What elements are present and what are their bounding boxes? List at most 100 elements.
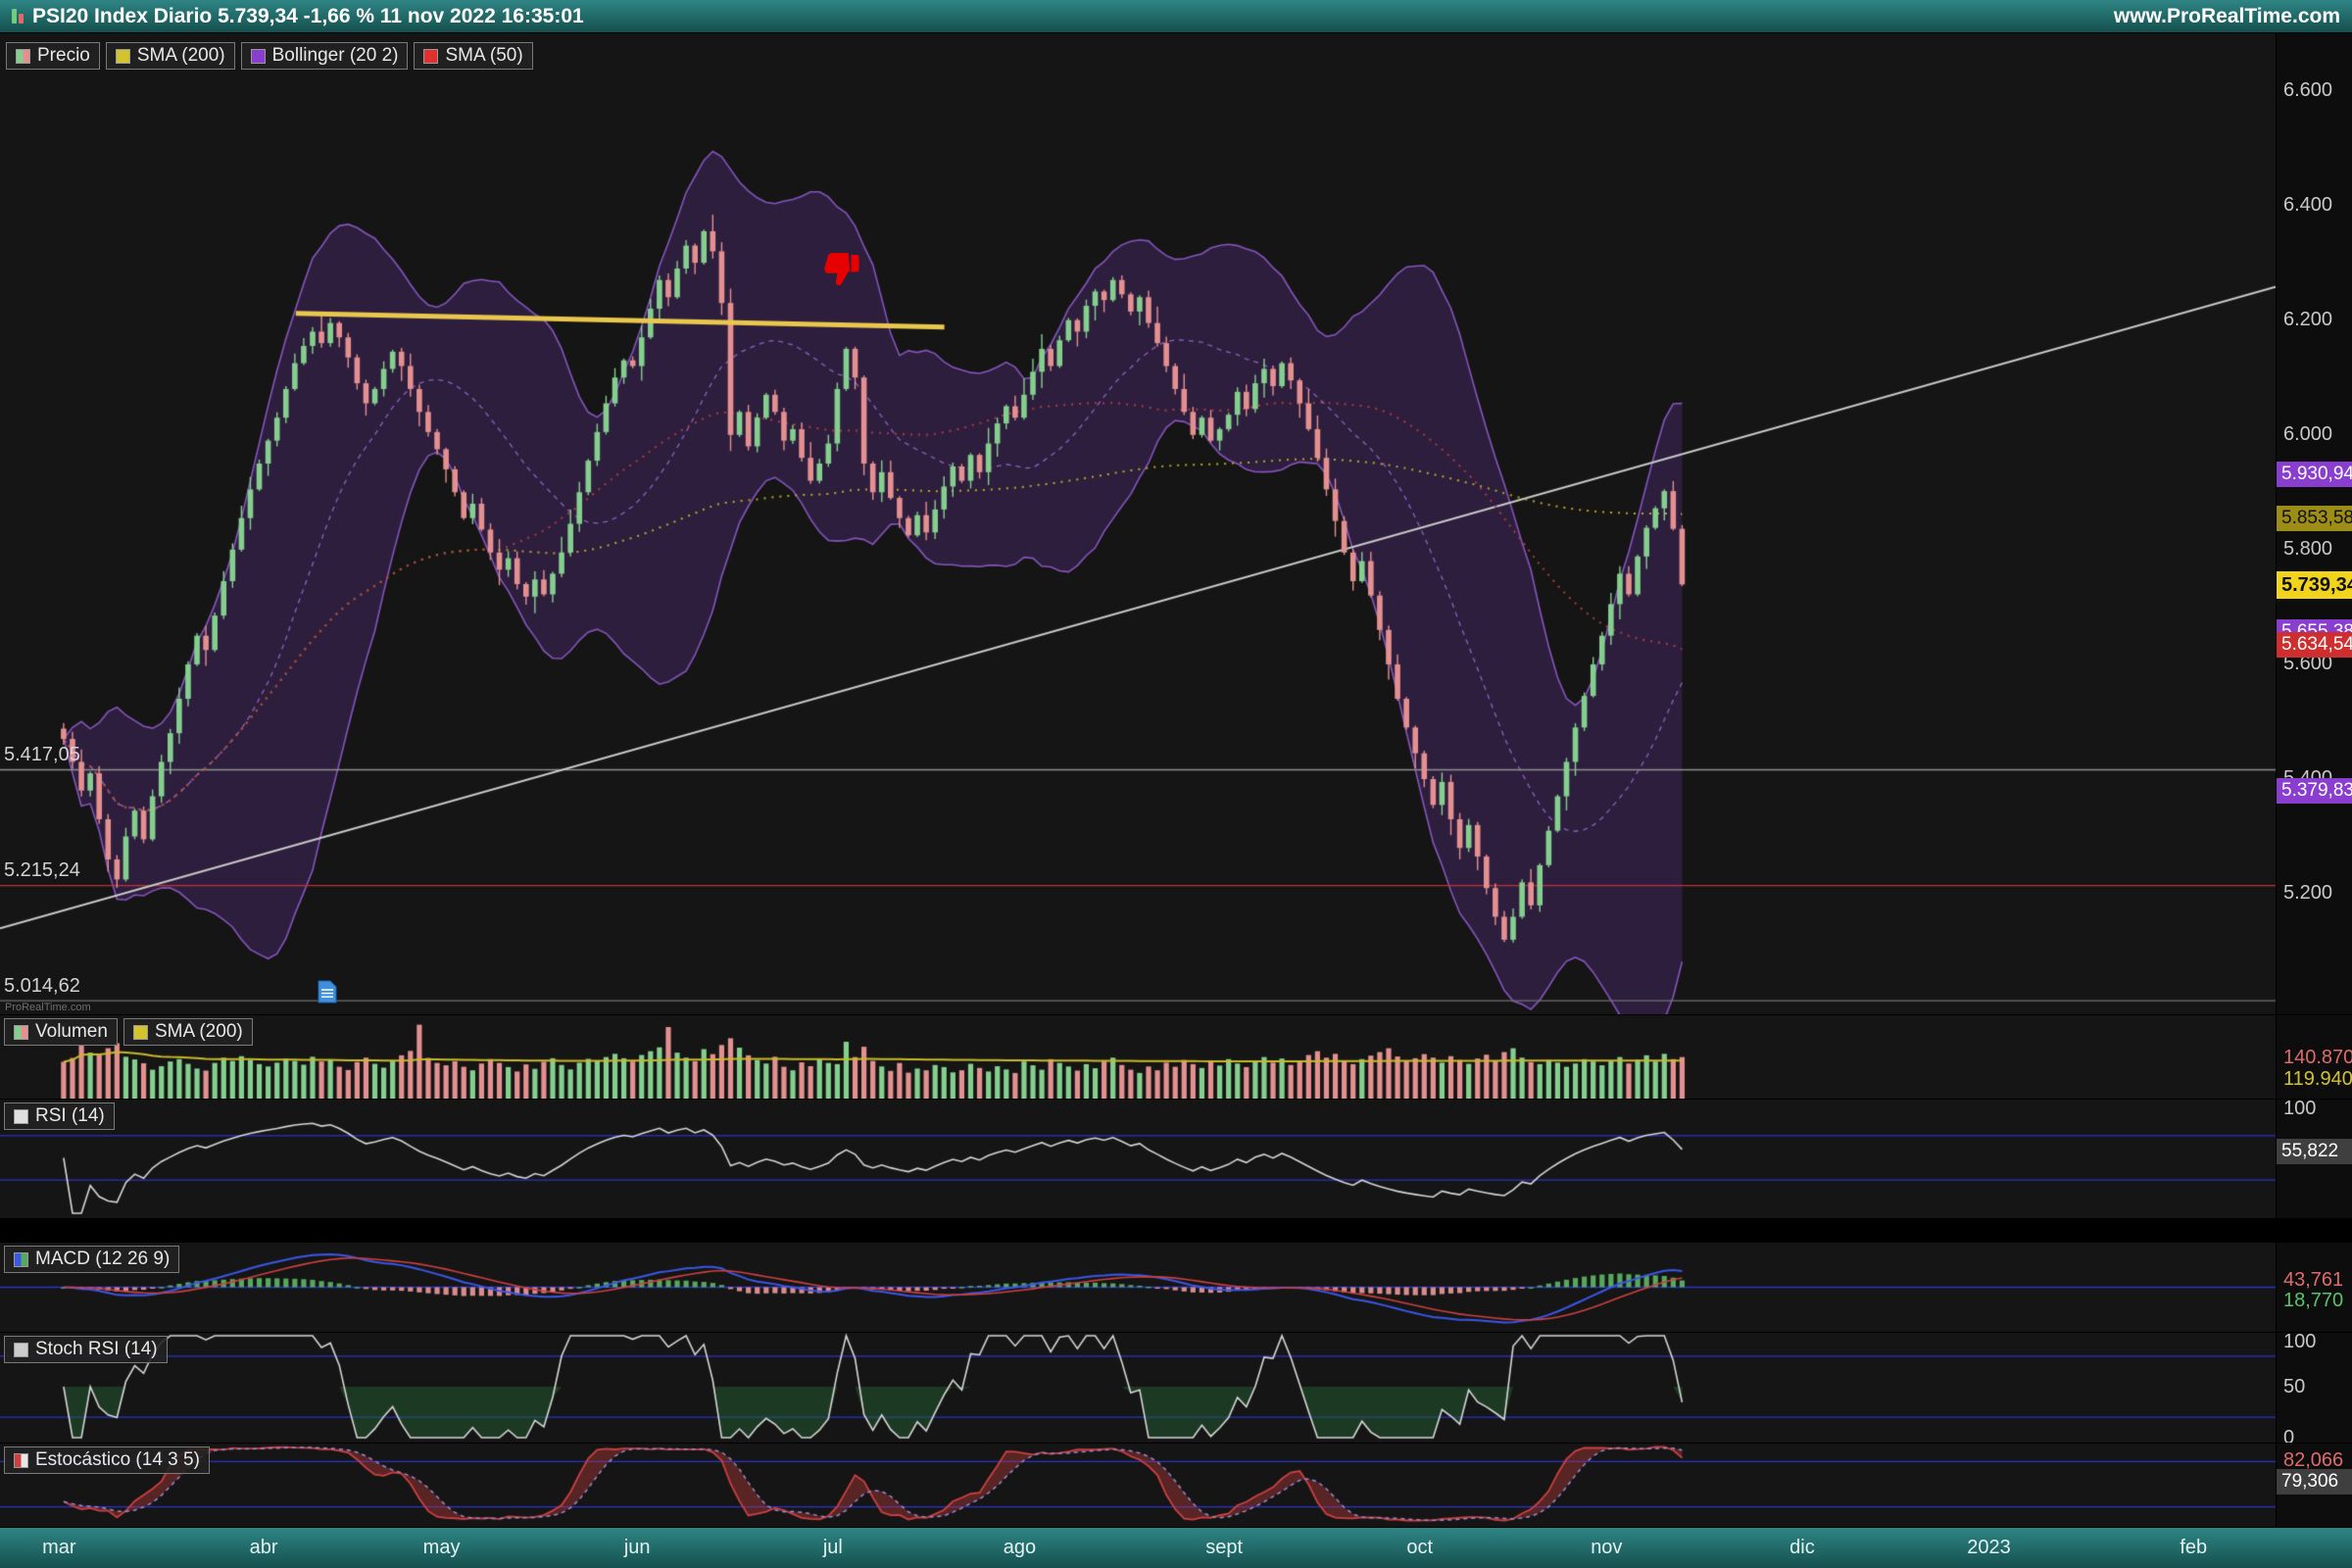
price-badge: 79,306 bbox=[2277, 1468, 2352, 1494]
stoch-rsi-axis: 100 50 0 bbox=[2276, 1333, 2352, 1443]
price-badge: 5.853,58 bbox=[2277, 506, 2352, 532]
axis-label: 5.600 bbox=[2283, 652, 2333, 674]
price-panel: Precio SMA (200) Bollinger (20 2) SMA (50) … bbox=[0, 33, 2352, 1015]
title-bar: PSI20 Index Diario 5.739,34 -1,66 % 11 n… bbox=[0, 0, 2352, 33]
month-label-feb: feb bbox=[2180, 1537, 2208, 1558]
price-chart-canvas[interactable] bbox=[0, 33, 2276, 1014]
chart-title-group: PSI20 Index Diario 5.739,34 -1,66 % 11 n… bbox=[12, 5, 584, 28]
legend-swatch bbox=[115, 48, 130, 64]
axis-label: 100 bbox=[2283, 1333, 2317, 1352]
month-label-2023: 2023 bbox=[1967, 1537, 2011, 1558]
stoch-rsi-panel: Stoch RSI (14) 100 50 0 bbox=[0, 1333, 2352, 1444]
macd-axis: 43,761 18,770 bbox=[2276, 1243, 2352, 1332]
price-badge: 5.930,94 bbox=[2277, 462, 2352, 488]
axis-label: 100 bbox=[2283, 1100, 2317, 1119]
stoch-rsi-canvas[interactable] bbox=[0, 1333, 2276, 1443]
legend-label: Precio bbox=[37, 45, 90, 66]
panel-gap bbox=[0, 1219, 2352, 1243]
price-badge: 55,822 bbox=[2277, 1138, 2352, 1164]
axis-label: 50 bbox=[2283, 1376, 2306, 1397]
macd-legend: MACD (12 26 9) bbox=[4, 1246, 185, 1273]
chart-title: PSI20 Index Diario 5.739,34 -1,66 % 11 n… bbox=[32, 4, 584, 27]
axis-label: 0 bbox=[2283, 1427, 2295, 1443]
legend-volumen[interactable]: Volumen bbox=[4, 1018, 118, 1046]
legend-label: Stoch RSI (14) bbox=[35, 1339, 158, 1359]
legend-sma-50[interactable]: SMA (50) bbox=[414, 42, 533, 70]
macd-canvas[interactable] bbox=[0, 1243, 2276, 1332]
legend-label: SMA (200) bbox=[154, 1021, 243, 1042]
volume-legend: Volumen SMA (200) bbox=[4, 1018, 259, 1046]
stochastic-axis: 82,066 79,306 bbox=[2276, 1444, 2352, 1527]
axis-label: 6.000 bbox=[2283, 422, 2333, 445]
legend-swatch bbox=[14, 1024, 28, 1040]
legend-swatch bbox=[250, 48, 266, 64]
rsi-canvas[interactable] bbox=[0, 1100, 2276, 1218]
axis-label: 18,770 bbox=[2283, 1289, 2344, 1311]
rsi-axis: 100 55,822 bbox=[2276, 1100, 2352, 1218]
month-label-dic: dic bbox=[1789, 1537, 1815, 1558]
legend-swatch bbox=[14, 1452, 28, 1468]
price-axis: 6.6006.4006.2006.0005.8005.6005.4005.200… bbox=[2276, 33, 2352, 1014]
volume-plot: Volumen SMA (200) bbox=[0, 1015, 2276, 1099]
stochastic-canvas[interactable] bbox=[0, 1444, 2276, 1527]
axis-label: 6.400 bbox=[2283, 193, 2333, 216]
legend-label: Bollinger (20 2) bbox=[271, 45, 399, 66]
website-link[interactable]: www.ProRealTime.com bbox=[2113, 4, 2340, 27]
month-label-nov: nov bbox=[1591, 1537, 1623, 1558]
thumbs-down-annotation[interactable] bbox=[818, 251, 861, 295]
legend-sma-200[interactable]: SMA (200) bbox=[105, 42, 235, 70]
price-legend: Precio SMA (200) Bollinger (20 2) SMA (50) bbox=[6, 42, 539, 70]
rsi-legend: RSI (14) bbox=[4, 1102, 121, 1130]
legend-sma-200[interactable]: SMA (200) bbox=[122, 1018, 253, 1046]
price-level-label: 5.014,62 bbox=[4, 974, 80, 997]
axis-label: 6.200 bbox=[2283, 308, 2333, 330]
stochastic-legend: Estocástico (14 3 5) bbox=[4, 1446, 216, 1474]
month-label-sept: sept bbox=[1205, 1537, 1244, 1558]
legend-label: Volumen bbox=[35, 1021, 108, 1042]
month-label-oct: oct bbox=[1406, 1537, 1434, 1558]
legend-swatch bbox=[132, 1024, 148, 1040]
note-icon[interactable] bbox=[318, 980, 337, 1008]
volume-canvas[interactable] bbox=[0, 1015, 2276, 1099]
month-label-mar: mar bbox=[42, 1537, 76, 1558]
rsi-panel: RSI (14) 100 55,822 bbox=[0, 1100, 2352, 1219]
legend-rsi-14[interactable]: RSI (14) bbox=[4, 1102, 115, 1130]
axis-label: 5.200 bbox=[2283, 882, 2333, 905]
stochastic-plot: Estocástico (14 3 5) bbox=[0, 1444, 2276, 1527]
legend-label: SMA (50) bbox=[445, 45, 523, 66]
axis-label: 6.600 bbox=[2283, 78, 2333, 101]
note-icon-glyph bbox=[318, 980, 337, 1004]
macd-panel: MACD (12 26 9) 43,761 18,770 bbox=[0, 1243, 2352, 1333]
price-badge: 5.634,54 bbox=[2277, 631, 2352, 658]
price-badge: 5.379,83 bbox=[2277, 777, 2352, 804]
price-level-label: 5.215,24 bbox=[4, 859, 80, 882]
price-level-label: 5.417,05 bbox=[4, 744, 80, 765]
rsi-plot: RSI (14) bbox=[0, 1100, 2276, 1218]
watermark: ProRealTime.com bbox=[5, 1002, 91, 1013]
stochastic-panel: Estocástico (14 3 5) 82,066 79,306 bbox=[0, 1444, 2352, 1528]
legend-precio[interactable]: Precio bbox=[6, 42, 100, 70]
legend-macd-12-26-9[interactable]: MACD (12 26 9) bbox=[4, 1246, 180, 1273]
legend-swatch bbox=[14, 1251, 28, 1267]
legend-swatch bbox=[14, 1342, 28, 1357]
legend-label: Estocástico (14 3 5) bbox=[35, 1449, 200, 1470]
volume-axis: 140.870 119.940 bbox=[2276, 1015, 2352, 1099]
axis-label: 82,066 bbox=[2283, 1448, 2344, 1471]
legend-swatch bbox=[14, 1108, 28, 1124]
instrument-icon bbox=[12, 9, 24, 24]
axis-label: 5.800 bbox=[2283, 537, 2333, 560]
price-badge: 5.739,34 bbox=[2277, 571, 2352, 600]
month-label-ago: ago bbox=[1003, 1537, 1037, 1558]
volume-panel: Volumen SMA (200) 140.870 119.940 bbox=[0, 1015, 2352, 1100]
legend-swatch bbox=[423, 48, 439, 64]
legend-bollinger-20-2[interactable]: Bollinger (20 2) bbox=[240, 42, 409, 70]
stoch-rsi-legend: Stoch RSI (14) bbox=[4, 1336, 173, 1363]
macd-plot: MACD (12 26 9) bbox=[0, 1243, 2276, 1332]
legend-stoch-rsi-14[interactable]: Stoch RSI (14) bbox=[4, 1336, 168, 1363]
axis-label: 119.940 bbox=[2283, 1067, 2352, 1090]
legend-label: SMA (200) bbox=[136, 45, 225, 66]
legend-label: RSI (14) bbox=[35, 1105, 105, 1126]
legend-swatch bbox=[16, 48, 30, 64]
legend-estoc-stico-14-3-5[interactable]: Estocástico (14 3 5) bbox=[4, 1446, 210, 1474]
stoch-rsi-plot: Stoch RSI (14) bbox=[0, 1333, 2276, 1443]
